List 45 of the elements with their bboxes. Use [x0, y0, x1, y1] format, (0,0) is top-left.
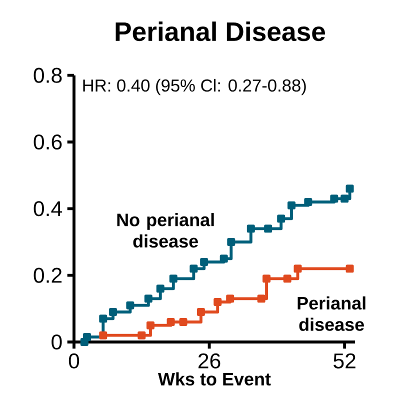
point	[304, 198, 312, 206]
point	[99, 331, 108, 340]
point	[99, 314, 108, 323]
series-label: Perianal disease	[298, 296, 366, 331]
point	[156, 284, 164, 293]
point	[138, 331, 146, 340]
annotation: HR: 0.40 (95% Cl: 0.27-0.88)	[83, 78, 306, 96]
point	[83, 332, 92, 341]
point	[146, 321, 154, 330]
y-tick-label: 0.2	[34, 268, 62, 283]
x-tick-label: 0	[68, 353, 80, 368]
point	[277, 214, 286, 223]
x-tick-label: 52	[334, 353, 356, 368]
point	[288, 201, 296, 210]
point	[166, 318, 175, 326]
point	[144, 294, 152, 303]
point	[179, 318, 188, 326]
point	[262, 274, 271, 283]
point	[200, 258, 208, 266]
point	[346, 264, 354, 273]
point	[214, 298, 222, 306]
point	[330, 194, 338, 203]
point	[196, 308, 205, 316]
point	[257, 294, 266, 303]
y-tick-label: 0	[52, 334, 62, 350]
x-axis-title: Wks to Event	[158, 372, 271, 386]
point	[283, 274, 292, 283]
point	[169, 274, 178, 283]
x-tick-label: 26	[198, 353, 220, 368]
point	[227, 238, 236, 246]
point	[346, 184, 354, 193]
point	[246, 224, 255, 233]
point	[126, 301, 134, 310]
y-tick-label: 0.8	[34, 68, 62, 83]
point	[190, 264, 198, 273]
series-label: No perianal disease	[117, 213, 214, 248]
point	[294, 264, 302, 273]
point	[220, 254, 228, 263]
point	[226, 294, 234, 303]
point	[264, 224, 272, 233]
y-tick-label: 0.4	[34, 201, 62, 216]
y-tick-label: 0.6	[34, 134, 62, 150]
point	[109, 308, 118, 316]
chart-title: Perianal Disease	[116, 22, 326, 42]
point	[340, 194, 349, 203]
